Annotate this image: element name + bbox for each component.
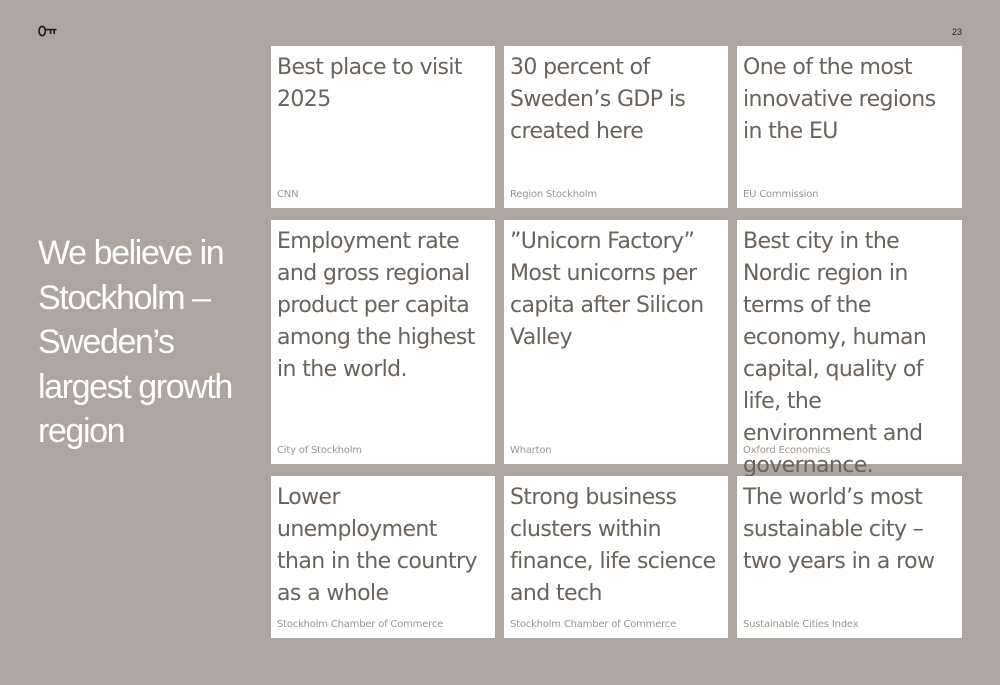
fact-source: Sustainable Cities Index xyxy=(743,619,859,630)
fact-card: One of the most innovative regions in th… xyxy=(737,46,962,208)
fact-card: Strong business clusters within finance,… xyxy=(504,476,728,638)
facts-grid: Best place to visit 2025 CNN 30 percent … xyxy=(271,46,962,638)
fact-text: Employment rate and gross regional produ… xyxy=(277,229,475,382)
fact-card: ”Unicorn Factory” Most unicorns per capi… xyxy=(504,220,728,464)
fact-card: Employment rate and gross regional produ… xyxy=(271,220,495,464)
fact-card: 30 percent of Sweden’s GDP is created he… xyxy=(504,46,728,208)
fact-text: ”Unicorn Factory” Most unicorns per capi… xyxy=(510,229,704,350)
headline: We believe in Stockholm – Sweden’s large… xyxy=(38,234,233,450)
fact-text: Best place to visit 2025 xyxy=(277,55,463,112)
fact-source: EU Commission xyxy=(743,189,819,200)
fact-text: 30 percent of Sweden’s GDP is created he… xyxy=(510,55,686,144)
fact-card: Best city in the Nordic region in terms … xyxy=(737,220,962,478)
page-number: 23 xyxy=(951,27,962,37)
fact-source: CNN xyxy=(277,189,299,200)
fact-source: Stockholm Chamber of Commerce xyxy=(510,619,677,630)
key-logo-icon xyxy=(38,25,57,37)
fact-text: One of the most innovative regions in th… xyxy=(743,55,936,144)
fact-source: Wharton xyxy=(510,445,552,456)
fact-text: Lower unemployment than in the country a… xyxy=(277,485,477,606)
fact-text: The world’s most sustainable city – two … xyxy=(743,485,935,574)
fact-source: Region Stockholm xyxy=(510,189,597,200)
fact-card: The world’s most sustainable city – two … xyxy=(737,476,962,638)
fact-card: Best place to visit 2025 CNN xyxy=(271,46,495,208)
fact-text: Strong business clusters within finance,… xyxy=(510,485,716,606)
fact-source: City of Stockholm xyxy=(277,445,362,456)
fact-source: Stockholm Chamber of Commerce xyxy=(277,619,444,630)
fact-card: Lower unemployment than in the country a… xyxy=(271,476,495,638)
fact-text: Best city in the Nordic region in terms … xyxy=(743,229,927,478)
fact-source: Oxford Economics xyxy=(743,445,831,456)
